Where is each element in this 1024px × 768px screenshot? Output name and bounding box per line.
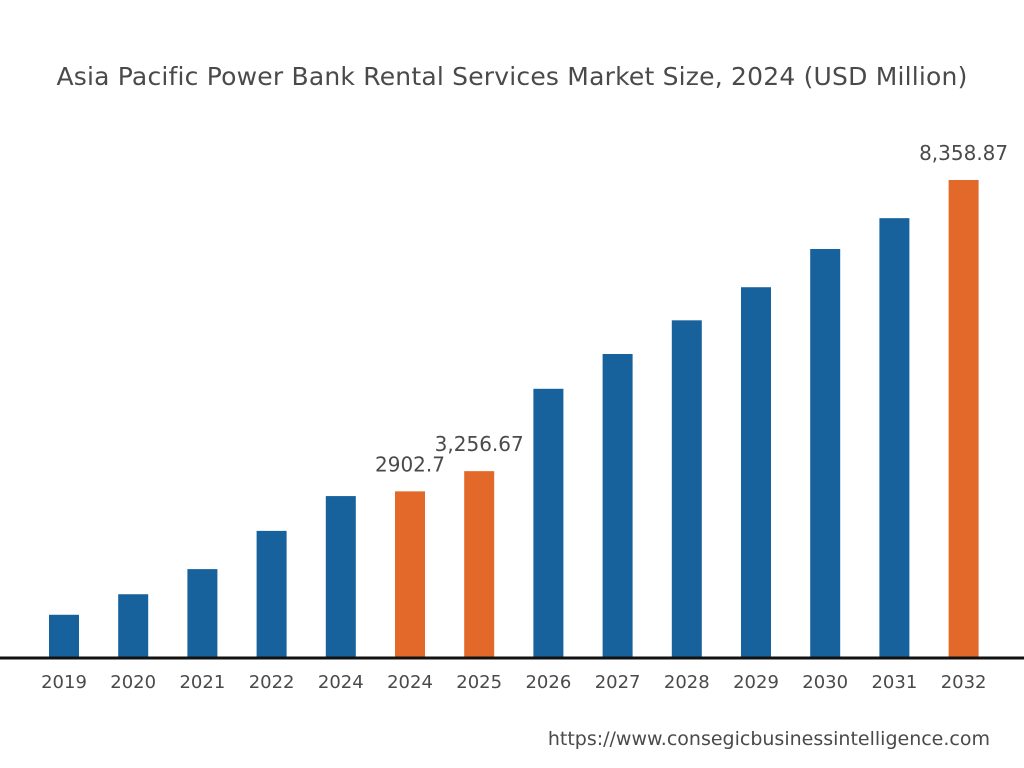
bar-2025 bbox=[464, 471, 495, 657]
x-tick-label: 2024 bbox=[387, 672, 433, 693]
source-url: https://www.consegicbusinessintelligence… bbox=[547, 728, 990, 750]
x-tick-label: 2019 bbox=[41, 672, 87, 693]
bar-2031 bbox=[879, 218, 910, 657]
bar-chart: 2019 2020 2021 2022 2024 2024 2902.7 2025 3,256.… bbox=[0, 141, 1024, 693]
bar-2024 bbox=[325, 496, 356, 657]
data-label: 2902.7 bbox=[375, 452, 445, 476]
bar-2022 bbox=[256, 530, 287, 657]
x-tick-label: 2022 bbox=[249, 672, 295, 693]
bar-2027 bbox=[602, 353, 633, 657]
x-tick-label: 2028 bbox=[664, 672, 710, 693]
data-label: 3,256.67 bbox=[435, 432, 524, 456]
bar-2030 bbox=[810, 248, 841, 658]
x-tick-label: 2029 bbox=[733, 672, 779, 693]
x-tick-label: 2024 bbox=[318, 672, 364, 693]
bar-2024 bbox=[395, 491, 425, 657]
x-tick-label: 2021 bbox=[179, 672, 225, 693]
bar-2029 bbox=[741, 287, 771, 657]
bar-2019 bbox=[49, 614, 79, 657]
x-tick-label: 2025 bbox=[456, 672, 502, 693]
x-tick-label: 2026 bbox=[525, 672, 571, 693]
x-tick-label: 2031 bbox=[871, 672, 917, 693]
x-tick-label: 2027 bbox=[595, 672, 641, 693]
x-tick-label: 2030 bbox=[802, 672, 848, 693]
bar-2020 bbox=[118, 594, 149, 657]
x-tick-label: 2020 bbox=[110, 672, 156, 693]
x-tick-label: 2032 bbox=[941, 672, 987, 693]
bar-2026 bbox=[533, 388, 564, 657]
data-label: 8,358.87 bbox=[919, 141, 1008, 165]
bar-2028 bbox=[671, 320, 702, 657]
bar-2021 bbox=[187, 569, 218, 657]
chart-title: Asia Pacific Power Bank Rental Services … bbox=[56, 62, 968, 91]
bar-2032 bbox=[948, 180, 979, 657]
